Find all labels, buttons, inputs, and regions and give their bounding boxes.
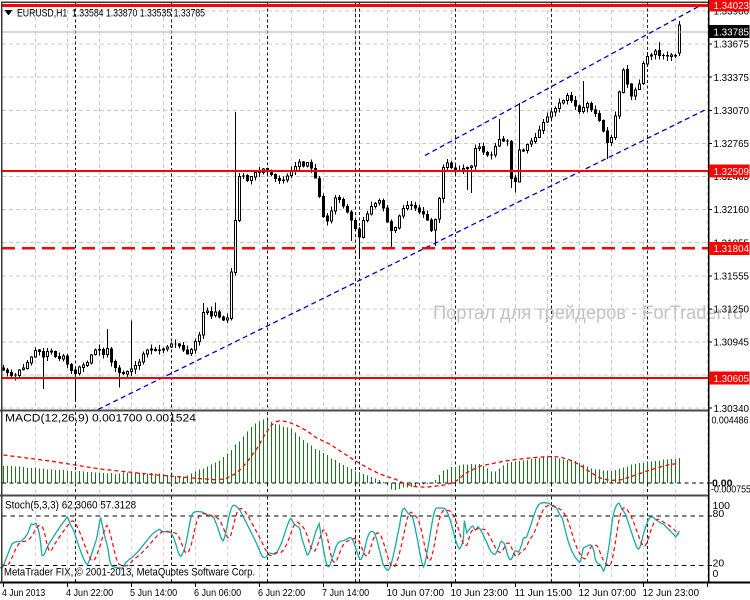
svg-text:EURUSD,H1 1.33584 1.33870 1.3: EURUSD,H1 1.33584 1.33870 1.33535 1.3378…: [17, 8, 205, 20]
svg-text:1.33675: 1.33675: [714, 39, 750, 51]
svg-text:1.30340: 1.30340: [714, 403, 750, 415]
svg-text:Портал для трейдеров - ForTrad: Портал для трейдеров - ForTrader.ru: [433, 303, 743, 324]
svg-text:6 Jun 06:00: 6 Jun 06:00: [194, 587, 241, 599]
svg-text:80: 80: [713, 508, 725, 520]
svg-text:-0.000755: -0.000755: [711, 483, 750, 495]
svg-text:12 Jun 07:00: 12 Jun 07:00: [579, 587, 637, 599]
svg-text:12 Jun 23:00: 12 Jun 23:00: [643, 587, 700, 599]
svg-text:1.31250: 1.31250: [714, 304, 750, 316]
svg-text:0: 0: [713, 568, 719, 580]
svg-text:7 Jun 14:00: 7 Jun 14:00: [322, 587, 369, 599]
svg-text:1.31555: 1.31555: [714, 270, 750, 282]
svg-text:10 Jun 07:00: 10 Jun 07:00: [387, 587, 445, 599]
svg-text:MetaTrader FIX, © 2001-2013, M: MetaTrader FIX, © 2001-2013, MetaQuotes …: [4, 567, 255, 579]
svg-text:1.30945: 1.30945: [714, 337, 750, 349]
svg-text:MACD(12,26,9) 0.001700 0.00152: MACD(12,26,9) 0.001700 0.001524: [5, 413, 196, 425]
svg-text:1.32509: 1.32509: [714, 166, 750, 178]
svg-text:1.32160: 1.32160: [714, 204, 750, 216]
svg-text:1.34023: 1.34023: [714, 0, 750, 12]
svg-text:0.004486: 0.004486: [712, 415, 749, 427]
svg-text:11 Jun 15:00: 11 Jun 15:00: [515, 587, 573, 599]
svg-text:1.33375: 1.33375: [714, 72, 750, 84]
svg-text:1.33070: 1.33070: [714, 105, 750, 117]
svg-text:1.33785: 1.33785: [714, 26, 750, 38]
svg-text:4 Jun 2013: 4 Jun 2013: [2, 587, 45, 599]
svg-text:100: 100: [713, 500, 731, 512]
svg-text:4 Jun 22:00: 4 Jun 22:00: [66, 587, 113, 599]
svg-text:10 Jun 23:00: 10 Jun 23:00: [451, 587, 509, 599]
svg-text:20: 20: [713, 558, 725, 570]
svg-text:1.32765: 1.32765: [714, 138, 750, 150]
svg-text:6 Jun 22:00: 6 Jun 22:00: [258, 587, 305, 599]
svg-text:1.30605: 1.30605: [714, 373, 750, 385]
svg-text:5 Jun 14:00: 5 Jun 14:00: [130, 587, 177, 599]
svg-text:0.00: 0.00: [712, 477, 733, 489]
svg-text:Stoch(5,3,3) 62.3060 57.3128: Stoch(5,3,3) 62.3060 57.3128: [5, 500, 136, 512]
svg-text:1.31804: 1.31804: [714, 243, 750, 255]
